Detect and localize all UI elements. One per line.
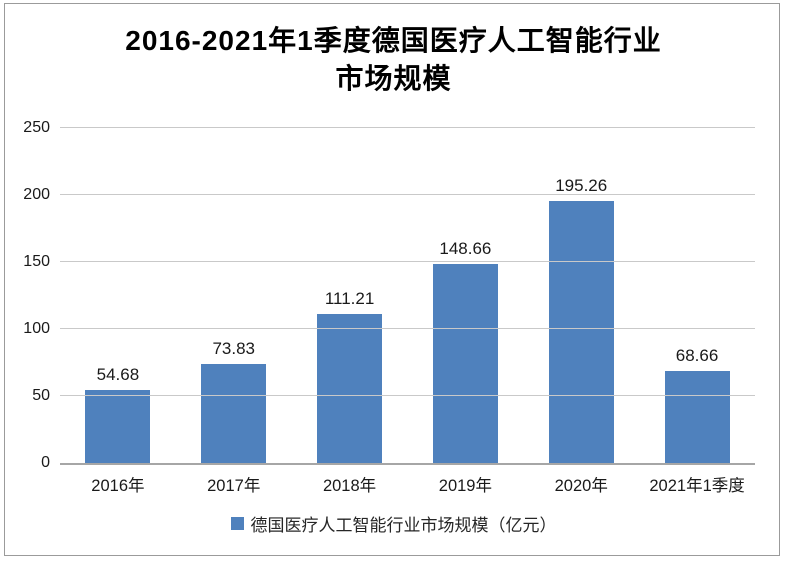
bar-2017年: 73.83: [201, 339, 267, 463]
bar-slot: 54.68: [60, 128, 176, 463]
chart-title: 2016-2021年1季度德国医疗人工智能行业 市场规模: [0, 22, 787, 98]
x-label-2019年: 2019年: [438, 477, 492, 495]
bar-slot: 111.21: [292, 128, 408, 463]
bar-2018年: 111.21: [317, 289, 383, 463]
legend: 德国医疗人工智能行业市场规模（亿元）: [0, 511, 787, 536]
bar-value-label: 68.66: [675, 346, 719, 365]
gridline-150: [60, 261, 755, 262]
gridline-100: [60, 328, 755, 329]
gridline-200: [60, 194, 755, 195]
x-label-2016年: 2016年: [91, 477, 145, 495]
bar-2021年1季度: 68.66: [664, 346, 730, 463]
x-label-2018年: 2018年: [322, 477, 377, 495]
x-label-2017年: 2017年: [207, 477, 261, 495]
gridline-250: [60, 127, 755, 128]
bar-value-label: 195.26: [555, 176, 608, 196]
bar-2020年: 195.26: [548, 176, 614, 463]
legend-label: 德国医疗人工智能行业市场规模（亿元）: [250, 516, 557, 535]
chart-title-line1: 2016-2021年1季度德国医疗人工智能行业: [125, 25, 662, 56]
bar-2019年: 148.66: [432, 239, 498, 463]
y-tick-100: 100: [23, 320, 50, 337]
x-label-2020年: 2020年: [554, 477, 608, 495]
bar-2016年: 54.68: [85, 365, 151, 463]
y-tick-50: 50: [32, 387, 50, 404]
bar-value-label: 111.21: [324, 288, 375, 308]
y-tick-0: 0: [41, 454, 50, 471]
bar-value-label: 73.83: [212, 339, 256, 359]
bars-container: 54.68 73.83 111.21 148.66 195.26 68.66: [60, 128, 755, 463]
bar-value-label: 54.68: [96, 364, 140, 384]
bar-slot: 68.66: [639, 128, 755, 463]
x-label-2021年1季度: 2021年1季度: [649, 477, 745, 495]
bar-slot: 195.26: [523, 128, 639, 463]
chart-title-line2: 市场规模: [335, 63, 452, 94]
bar-slot: 73.83: [176, 128, 292, 463]
plot-area: 54.68 73.83 111.21 148.66 195.26 68.66 0 50 100…: [23, 119, 755, 471]
y-tick-200: 200: [23, 186, 50, 203]
legend-swatch-icon: [230, 517, 244, 530]
bar-value-label: 148.66: [439, 238, 492, 258]
y-tick-250: 250: [23, 119, 50, 136]
y-tick-150: 150: [23, 253, 50, 270]
x-axis-labels: 2016年 2017年 2018年 2019年 2020年 2021年1季度: [60, 472, 755, 496]
bar-slot: 148.66: [407, 128, 523, 463]
gridline-50: [60, 395, 755, 396]
